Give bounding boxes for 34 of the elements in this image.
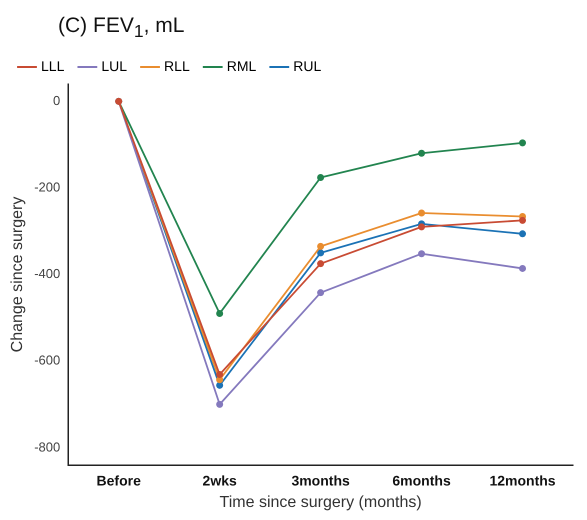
x-tick-label: 6months [392,472,451,488]
x-tick-label: 2wks [202,472,237,488]
point [216,310,224,317]
point [317,260,324,268]
y-tick-label: -200 [34,179,60,194]
point [519,216,526,224]
chart-title: (C) FEV$_{1}$, mL [58,14,184,42]
x-axis-title: Time since surgery (months) [220,494,422,511]
y-tick-label: 0 [52,92,60,108]
point [418,150,426,157]
x-tick-label: 3months [291,472,350,488]
y-tick-label: -400 [34,266,60,282]
point [519,139,526,146]
legend-label: RUL [293,58,322,74]
y-tick-label: -800 [34,439,60,454]
x-tick-label: Before [96,472,142,488]
point [317,242,324,250]
point [418,250,426,258]
legend-label: LUL [101,58,128,74]
legend-label: RLL [164,58,190,74]
point [216,400,224,408]
point [519,264,526,272]
point [317,174,324,182]
legend-label: RML [226,58,256,74]
legend-label: LLL [41,58,65,74]
point [418,210,426,217]
point [519,230,526,238]
point [317,249,324,256]
y-tick-label: -600 [34,352,60,368]
point [216,371,224,378]
point [418,223,426,230]
x-tick-label: 12months [489,472,556,488]
y-axis-title: Change since surgery [9,196,26,352]
point [317,289,324,296]
